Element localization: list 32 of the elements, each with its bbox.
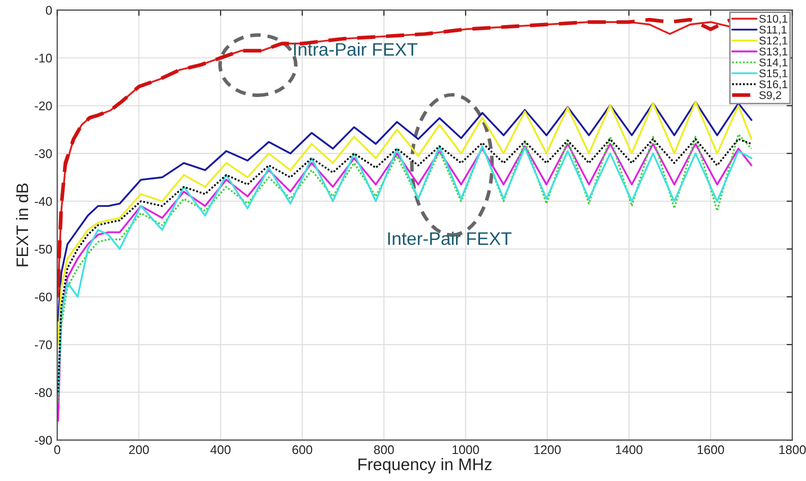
x-tick-label: 200 [129,445,149,454]
y-tick-label: -40 [34,197,52,206]
x-tick-label: 800 [374,445,394,454]
legend-label: S15,1 [759,69,788,79]
y-axis-title: FEXT in dB [16,184,28,266]
x-tick-label: 1800 [779,445,806,454]
legend-label: S9,2 [759,91,782,100]
legend-label: S16,1 [759,80,788,90]
y-tick-label: -70 [34,340,52,350]
y-tick-label: -10 [34,54,52,63]
y-tick-label: -90 [34,436,52,445]
y-tick-label: -60 [34,292,52,302]
x-axis-title: Frequency in MHz [358,458,492,474]
legend-label: S10,1 [759,14,788,24]
x-tick-label: 1600 [698,445,724,454]
annotation: Intra-Pair FEXT [294,42,418,56]
x-tick-label: 0 [54,445,60,454]
x-tick-label: 1200 [534,445,561,454]
legend-label: S14,1 [759,58,788,68]
x-tick-label: 1000 [452,445,480,454]
y-tick-label: -20 [34,101,52,110]
y-tick-label: -80 [34,388,52,397]
x-tick-label: 600 [292,445,312,454]
legend-label: S12,1 [759,36,788,46]
legend-label: S13,1 [759,48,788,57]
x-tick-label: 400 [210,445,231,454]
y-tick-label: -50 [34,244,52,254]
x-tick-label: 1400 [616,445,642,454]
legend-label: S11,1 [759,26,786,35]
y-tick-label: 0 [46,6,52,15]
annotation: Inter-Pair FEXT [388,232,512,246]
y-tick-label: -30 [34,149,52,158]
